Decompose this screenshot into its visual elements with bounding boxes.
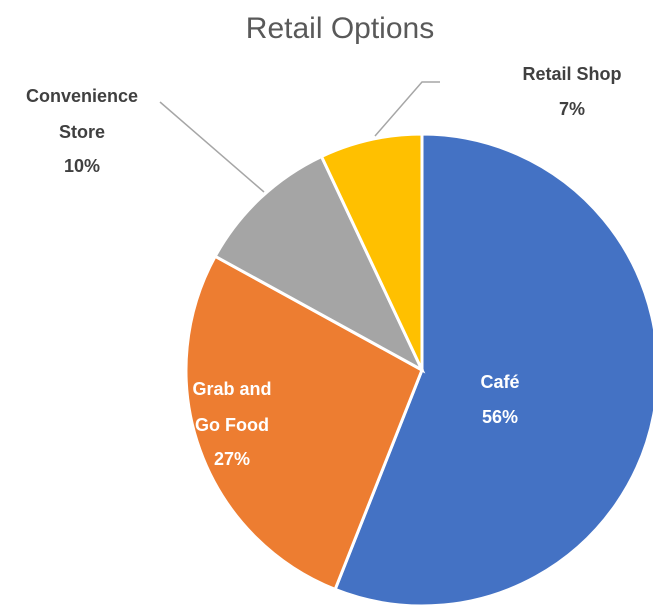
value-label: 27% bbox=[214, 449, 250, 469]
category-label: Café bbox=[480, 372, 519, 392]
leader-line bbox=[159, 101, 265, 193]
pie-slice bbox=[184, 254, 424, 592]
chart-title: Retail Options bbox=[246, 12, 434, 45]
pie-slice bbox=[213, 154, 426, 374]
category-label: Convenience Store bbox=[26, 86, 138, 142]
value-label: 10% bbox=[64, 156, 100, 176]
value-label: 7% bbox=[559, 99, 585, 119]
pie-slice bbox=[333, 132, 653, 608]
pie-slice bbox=[319, 132, 424, 371]
leader-line bbox=[374, 81, 440, 137]
value-label: 56% bbox=[482, 407, 518, 427]
category-label: Grab and Go Food bbox=[192, 379, 271, 435]
category-label: Retail Shop bbox=[522, 64, 621, 84]
